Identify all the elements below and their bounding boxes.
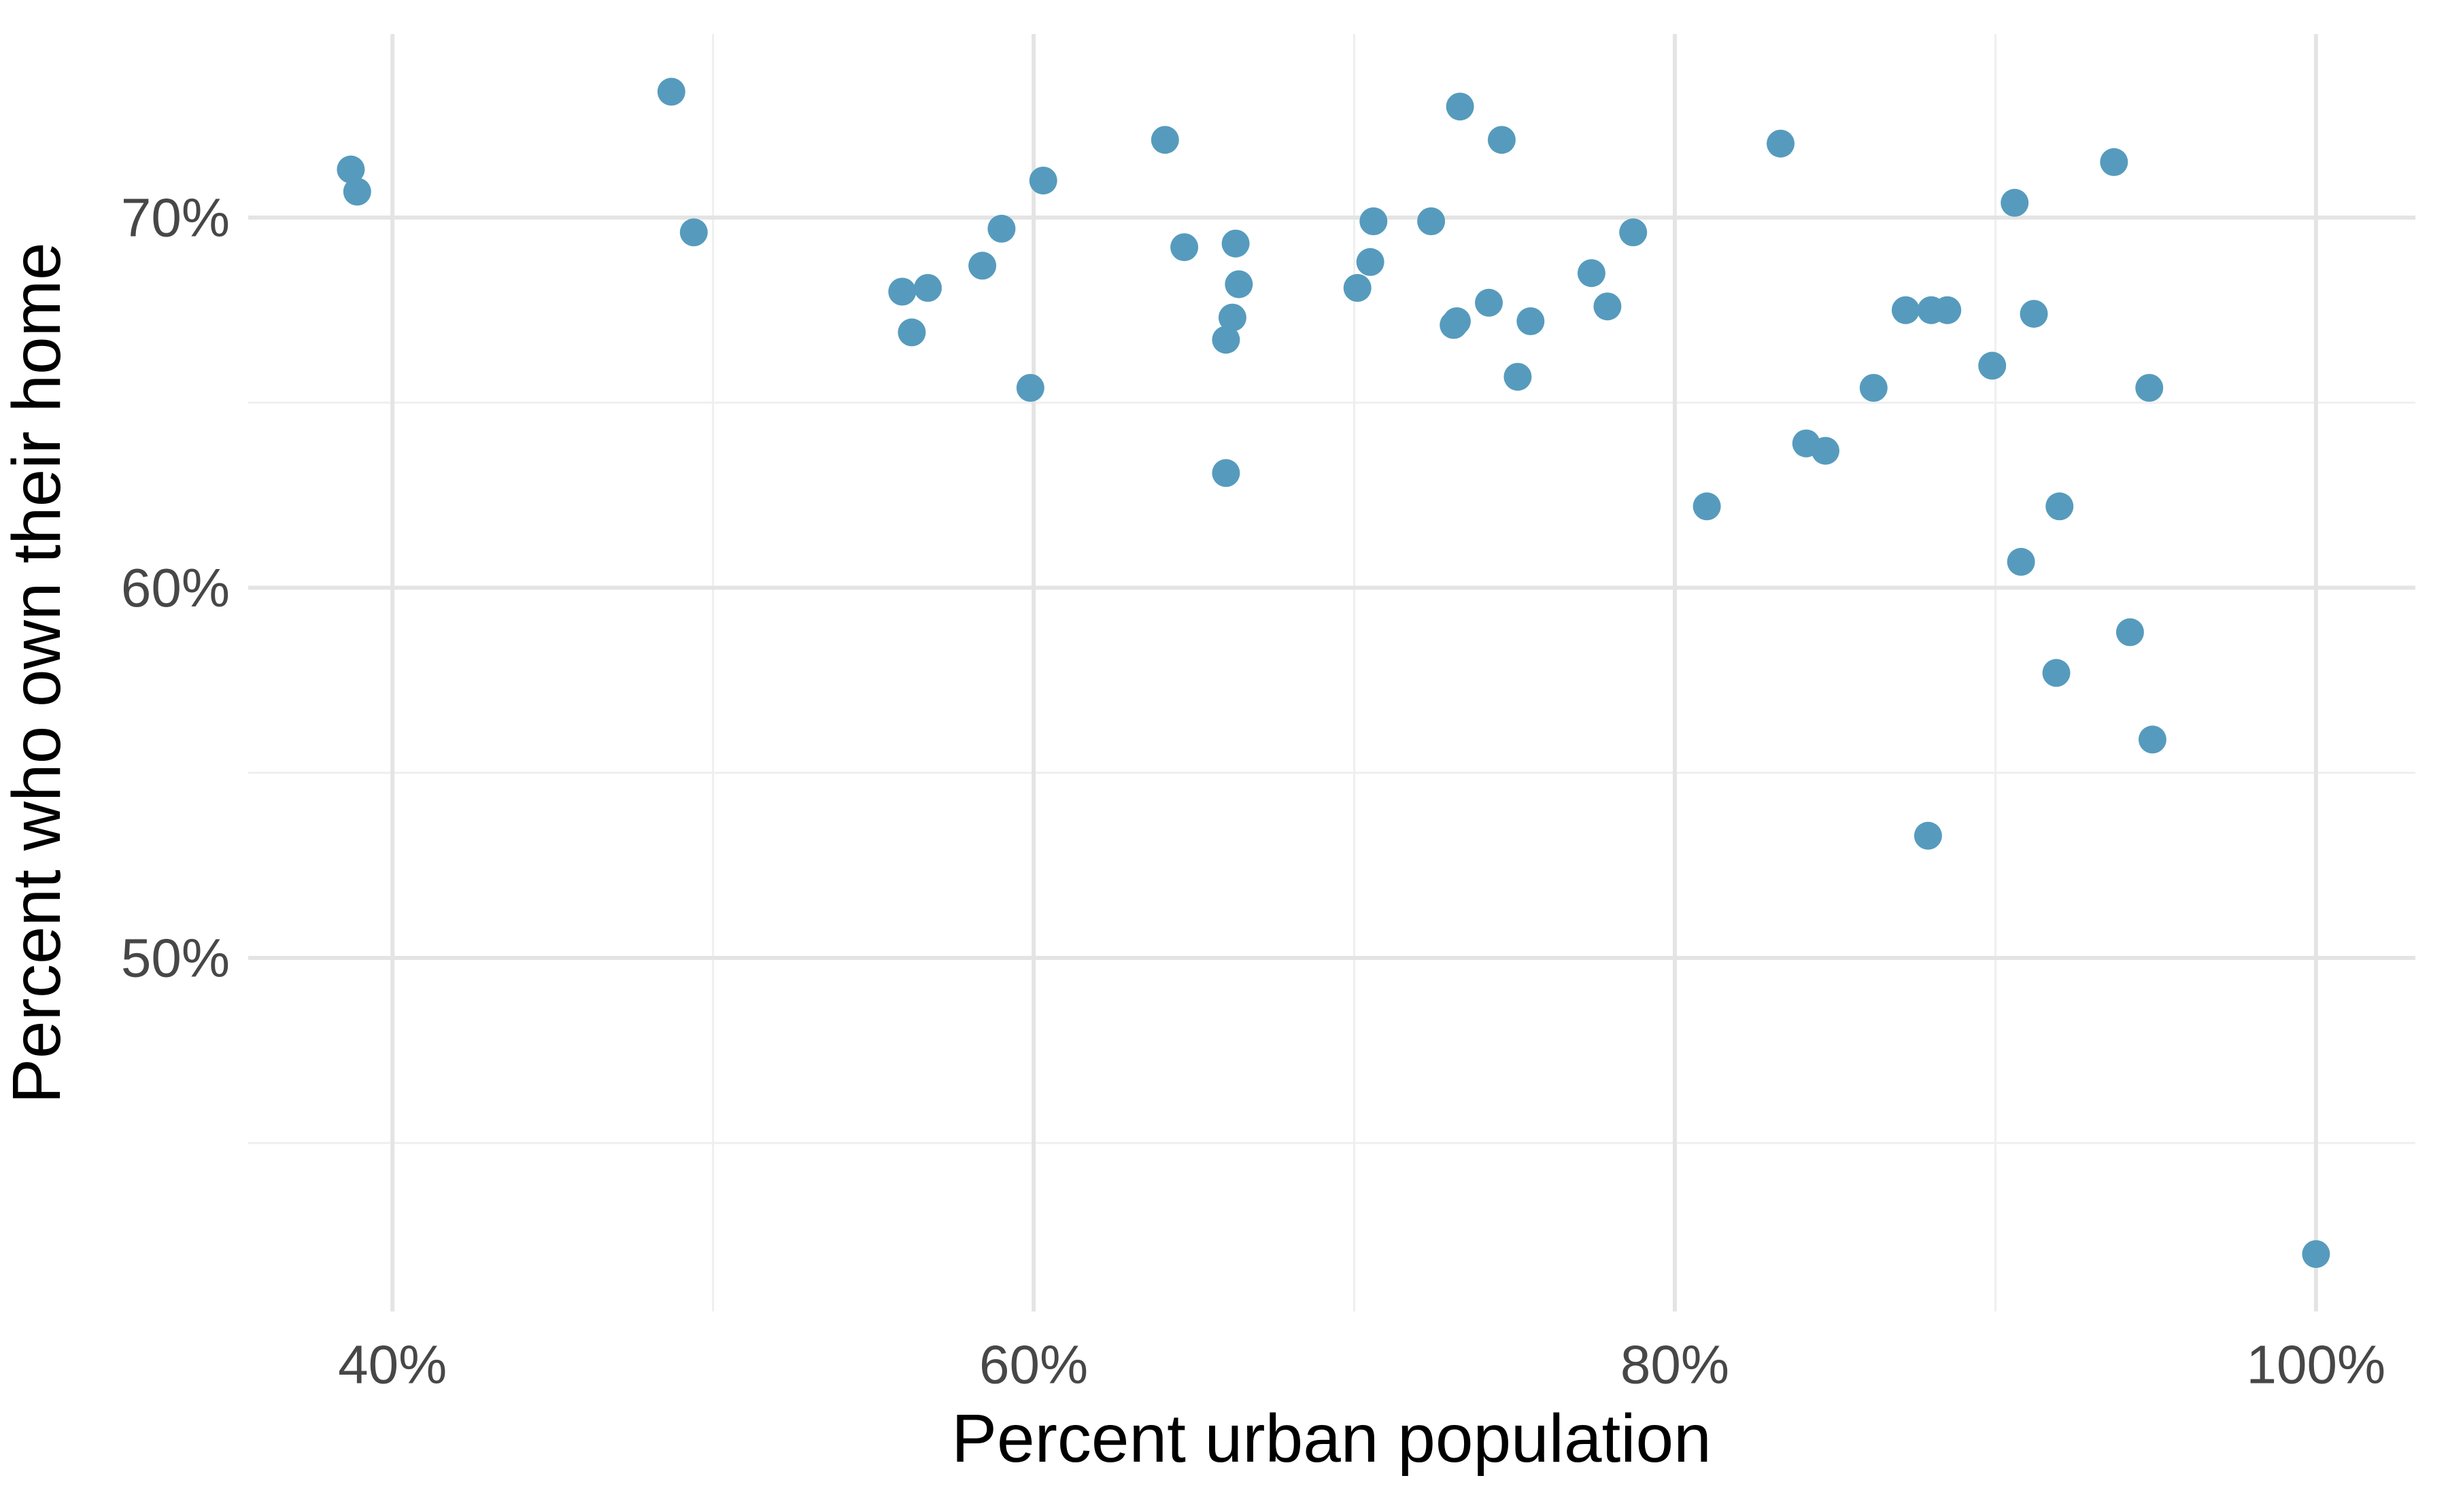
y-tick-label-60: 60%	[121, 557, 230, 618]
data-point	[968, 252, 997, 280]
x-axis-tick-labels: 40% 60% 80% 100%	[338, 1335, 2385, 1395]
data-point	[1343, 274, 1372, 302]
x-tick-label-60: 60%	[979, 1335, 1088, 1395]
data-point	[1442, 307, 1471, 335]
data-point	[1446, 92, 1474, 121]
y-axis-tick-labels: 70% 60% 50%	[121, 188, 230, 989]
x-tick-label-80: 80%	[1620, 1335, 1729, 1395]
data-point	[1933, 296, 1962, 324]
data-point	[2001, 188, 2029, 217]
y-tick-label-70: 70%	[121, 188, 230, 248]
data-point	[2042, 659, 2071, 687]
data-point	[679, 218, 708, 247]
major-gridlines	[248, 34, 2415, 1311]
data-point	[1914, 821, 1942, 850]
minor-gridlines	[248, 34, 2415, 1311]
data-point	[1475, 288, 1503, 317]
data-point	[1212, 459, 1240, 487]
data-point	[2100, 148, 2128, 176]
x-axis-title: Percent urban population	[951, 1401, 1711, 1477]
data-point	[1693, 492, 1721, 521]
x-tick-label-40: 40%	[338, 1335, 447, 1395]
data-point	[2302, 1240, 2330, 1269]
data-point	[914, 274, 942, 302]
x-tick-label-100: 100%	[2247, 1335, 2386, 1395]
data-point	[1859, 374, 1888, 402]
data-point	[1356, 247, 1384, 276]
data-point	[1577, 259, 1605, 288]
data-point	[2115, 618, 2144, 647]
data-point	[1812, 436, 1839, 465]
data-point	[1593, 292, 1622, 321]
data-point	[2007, 547, 2035, 576]
data-point	[1978, 351, 2007, 380]
data-point	[898, 318, 926, 347]
data-point	[2135, 374, 2164, 402]
data-point	[1151, 126, 1179, 154]
data-point	[1218, 303, 1246, 332]
data-point	[1221, 229, 1250, 258]
data-point	[2045, 492, 2074, 521]
y-tick-label-50: 50%	[121, 928, 230, 989]
data-point	[1619, 218, 1648, 247]
data-point	[657, 78, 685, 106]
data-point	[1029, 167, 1057, 195]
data-point	[1225, 270, 1253, 298]
data-point	[1212, 326, 1240, 354]
data-point	[1487, 126, 1516, 154]
data-point	[1170, 233, 1199, 262]
data-point	[2020, 300, 2048, 328]
data-point	[1359, 207, 1388, 235]
data-point	[987, 214, 1016, 243]
data-point	[343, 177, 371, 206]
data-point	[1016, 374, 1044, 402]
data-point	[2138, 725, 2166, 754]
data-point	[1891, 296, 1920, 324]
data-point	[888, 277, 917, 306]
data-point	[337, 155, 365, 184]
data-point	[1503, 362, 1532, 391]
data-points	[337, 78, 2330, 1269]
y-axis-title: Percent who own their home	[0, 242, 75, 1103]
data-point	[1516, 307, 1545, 335]
data-point	[1417, 207, 1446, 235]
data-point	[1767, 129, 1795, 158]
